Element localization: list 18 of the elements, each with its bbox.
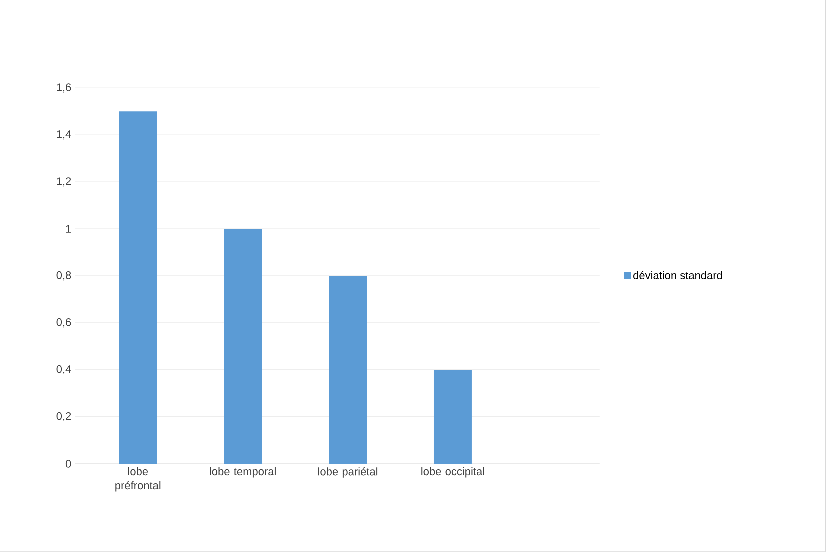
x-tick-label: lobe préfrontal xyxy=(116,467,161,492)
y-tick-label: 0,2 xyxy=(56,412,72,422)
bar xyxy=(119,112,158,464)
x-tick-label: lobe occipital xyxy=(422,467,484,478)
x-tick-label: lobe pariétal xyxy=(318,467,378,478)
x-tick-label: lobe temporal xyxy=(210,467,276,478)
y-tick-label: 0 xyxy=(66,460,72,468)
bar xyxy=(434,370,472,464)
y-tick-label: 0,4 xyxy=(56,365,72,374)
y-tick-label: 1,6 xyxy=(57,84,72,93)
y-tick-label: 0,8 xyxy=(56,271,72,281)
y-tick-label: 1,4 xyxy=(57,130,72,140)
bar xyxy=(329,276,368,464)
y-tick-label: 1,2 xyxy=(57,178,72,187)
y-tick-label: 1 xyxy=(66,225,72,233)
y-tick-label: 0,6 xyxy=(56,318,72,328)
bar xyxy=(224,229,262,464)
legend-label: déviation standard xyxy=(634,271,722,280)
